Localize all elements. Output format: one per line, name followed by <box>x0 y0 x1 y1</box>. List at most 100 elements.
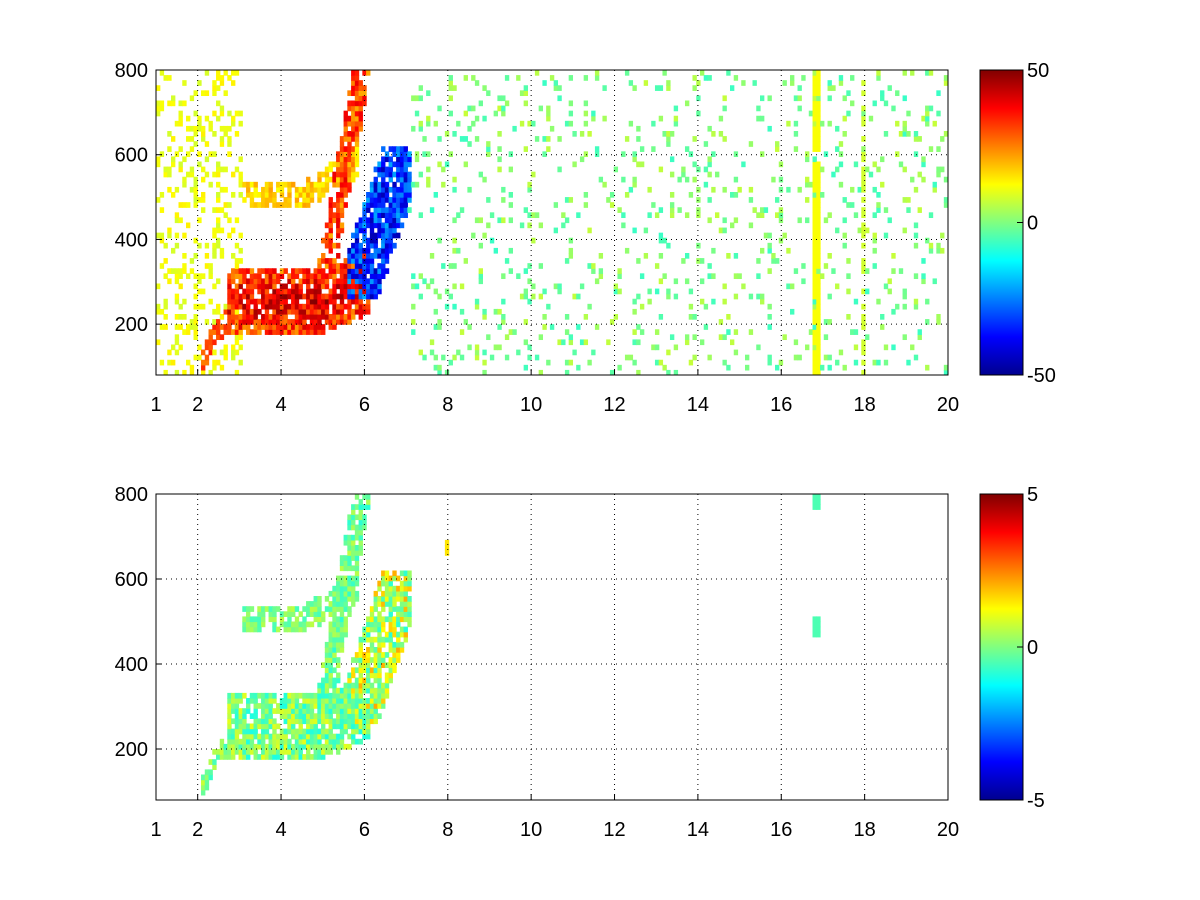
heatmap-cell <box>812 90 817 97</box>
heatmap-cell <box>174 334 180 341</box>
heatmap-cell <box>699 278 705 285</box>
heatmap-cell <box>399 641 405 648</box>
heatmap-cell <box>351 682 356 689</box>
heatmap-cell <box>313 616 318 623</box>
x-tick-label: 1 <box>150 394 161 416</box>
heatmap-cell <box>718 319 724 325</box>
heatmap-cell <box>396 647 401 653</box>
heatmap-cell <box>422 151 427 158</box>
heatmap-cell <box>174 339 180 346</box>
heatmap-cell <box>309 298 315 305</box>
heatmap-cell <box>812 268 817 274</box>
heatmap-cell <box>257 606 262 612</box>
heatmap-cell <box>294 703 300 709</box>
heatmap-cell <box>362 100 367 107</box>
heatmap-cell <box>276 273 281 280</box>
heatmap-cell <box>287 303 292 310</box>
heatmap-cell <box>880 314 885 320</box>
heatmap-cell <box>347 539 352 546</box>
heatmap-cell <box>298 703 303 709</box>
heatmap-cell <box>369 242 375 249</box>
heatmap-cell <box>339 273 345 280</box>
heatmap-cell <box>268 314 273 320</box>
heatmap-cell <box>396 585 401 592</box>
heatmap-cell <box>373 667 378 674</box>
heatmap-cell <box>328 288 333 295</box>
heatmap-cell <box>358 288 363 295</box>
heatmap-cell <box>268 718 273 725</box>
heatmap-cell <box>433 288 438 295</box>
heatmap-cell <box>302 293 307 300</box>
heatmap-cell <box>489 237 495 244</box>
heatmap-cell <box>384 616 390 623</box>
heatmap-cell <box>377 580 382 587</box>
heatmap-cell <box>448 80 453 86</box>
heatmap-cell <box>812 339 817 346</box>
heatmap-cell <box>760 151 765 158</box>
heatmap-cell <box>182 298 187 305</box>
heatmap-cell <box>369 232 375 239</box>
heatmap-cell <box>328 723 333 730</box>
heatmap-cell <box>426 90 431 97</box>
heatmap-cell <box>328 662 333 668</box>
heatmap-cell <box>876 202 881 208</box>
heatmap-cell <box>212 329 217 335</box>
heatmap-cell <box>399 601 405 607</box>
heatmap-cell <box>388 631 393 638</box>
heatmap-cell <box>542 314 547 320</box>
heatmap-cell <box>298 308 303 315</box>
heatmap-cell <box>812 197 817 203</box>
heatmap-cell <box>459 308 465 315</box>
heatmap-cell <box>591 115 596 122</box>
heatmap-cell <box>189 324 195 330</box>
heatmap-cell <box>381 192 386 198</box>
heatmap-cell <box>339 151 345 158</box>
heatmap-cell <box>636 339 641 346</box>
heatmap-cell <box>321 733 326 740</box>
heatmap-cell <box>317 621 322 628</box>
heatmap-cell <box>684 100 690 107</box>
heatmap-cell <box>294 728 300 735</box>
heatmap-cell <box>328 713 333 719</box>
heatmap-cell <box>399 647 405 653</box>
heatmap-cell <box>816 359 821 366</box>
heatmap-cell <box>632 85 637 91</box>
heatmap-cell <box>805 176 810 183</box>
heatmap-cell <box>264 698 270 704</box>
heatmap-cell <box>861 146 866 152</box>
heatmap-cell <box>504 354 510 361</box>
heatmap-cell <box>384 166 390 173</box>
heatmap-cell <box>366 626 371 633</box>
heatmap-cell <box>332 723 337 730</box>
heatmap-cell <box>362 519 367 526</box>
heatmap-cell <box>287 743 292 750</box>
heatmap-cell <box>358 308 363 315</box>
heatmap-cell <box>707 217 712 224</box>
heatmap-cell <box>812 202 817 208</box>
heatmap-cell <box>358 652 363 658</box>
heatmap-cell <box>309 601 315 607</box>
heatmap-cell <box>722 95 727 102</box>
heatmap-cell <box>343 136 348 142</box>
heatmap-cell <box>384 197 390 203</box>
heatmap-cell <box>636 324 641 330</box>
heatmap-cell <box>459 207 465 213</box>
heatmap-cell <box>639 303 645 310</box>
heatmap-cell <box>272 698 277 704</box>
heatmap-cell <box>351 90 356 97</box>
heatmap-cell <box>399 616 405 623</box>
heatmap-cell <box>279 738 285 745</box>
heatmap-cell <box>377 273 382 280</box>
heatmap-cell <box>347 136 352 142</box>
heatmap-cell <box>358 636 363 643</box>
heatmap-cell <box>388 171 393 178</box>
heatmap-cell <box>827 319 832 325</box>
heatmap-cell <box>557 136 562 142</box>
heatmap-cell <box>212 764 217 770</box>
heatmap-cell <box>452 283 457 290</box>
heatmap-cell <box>189 319 195 325</box>
heatmap-cell <box>775 364 780 371</box>
heatmap-cell <box>249 192 255 198</box>
heatmap-cell <box>324 176 330 183</box>
